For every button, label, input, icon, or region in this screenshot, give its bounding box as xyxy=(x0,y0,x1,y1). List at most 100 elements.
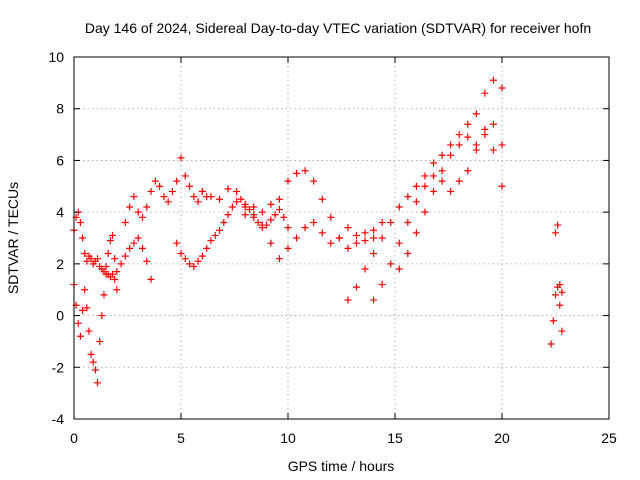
y-tick-label: 8 xyxy=(56,101,64,117)
data-point xyxy=(472,110,480,118)
data-point xyxy=(138,213,146,221)
data-point xyxy=(168,187,176,195)
data-point xyxy=(464,167,472,175)
data-point xyxy=(216,195,224,203)
y-tick-label: 2 xyxy=(56,256,64,272)
x-tick-label: 0 xyxy=(70,430,78,446)
data-point xyxy=(310,177,318,185)
data-point xyxy=(267,216,275,224)
data-point xyxy=(121,218,129,226)
data-point xyxy=(156,182,164,190)
data-point xyxy=(194,198,202,206)
data-point xyxy=(481,131,489,139)
data-point xyxy=(177,250,185,258)
series-arc-afternoon-c xyxy=(395,120,506,273)
data-point xyxy=(198,252,206,260)
y-tick-label: 6 xyxy=(56,152,64,168)
x-axis-label: GPS time / hours xyxy=(288,458,395,474)
data-point xyxy=(138,244,146,252)
data-point xyxy=(100,291,108,299)
data-point xyxy=(94,379,102,387)
data-point xyxy=(190,193,198,201)
data-point xyxy=(361,229,369,237)
grid-lines xyxy=(74,57,609,419)
data-point xyxy=(370,234,378,242)
data-point xyxy=(464,120,472,128)
x-tick-label: 15 xyxy=(387,430,403,446)
data-point xyxy=(198,187,206,195)
data-point xyxy=(430,159,438,167)
data-point xyxy=(224,185,232,193)
data-point xyxy=(267,200,275,208)
x-tick-label: 20 xyxy=(494,430,510,446)
data-point xyxy=(344,224,352,232)
y-tick-label: -2 xyxy=(52,359,65,375)
data-point xyxy=(284,244,292,252)
data-point xyxy=(173,239,181,247)
data-point xyxy=(96,337,104,345)
data-point xyxy=(102,262,110,270)
data-point xyxy=(438,177,446,185)
data-point xyxy=(113,268,121,276)
data-point xyxy=(455,177,463,185)
data-point xyxy=(361,237,369,245)
data-point xyxy=(220,218,228,226)
series-arc-afternoon-a xyxy=(344,76,506,304)
data-point xyxy=(121,252,129,260)
data-point xyxy=(552,229,559,237)
data-point xyxy=(211,231,219,239)
data-point xyxy=(194,257,202,265)
data-point xyxy=(254,218,262,226)
data-point xyxy=(76,332,84,340)
data-point xyxy=(275,195,283,203)
data-point xyxy=(83,257,91,265)
data-point xyxy=(438,151,446,159)
data-point xyxy=(151,177,159,185)
data-point xyxy=(455,141,463,149)
data-point xyxy=(301,167,309,175)
data-point xyxy=(94,255,102,263)
data-point xyxy=(472,146,480,154)
data-point xyxy=(412,198,420,206)
data-point xyxy=(421,172,429,180)
data-point xyxy=(552,291,559,299)
data-point xyxy=(81,250,89,258)
data-point xyxy=(395,239,403,247)
data-point xyxy=(327,213,335,221)
data-point xyxy=(113,286,121,294)
y-tick-label: 4 xyxy=(56,204,64,220)
data-point xyxy=(100,268,108,276)
data-point xyxy=(404,193,412,201)
data-point xyxy=(143,257,151,265)
data-points xyxy=(70,76,566,387)
chart-title: Day 146 of 2024, Sidereal Day-to-day VTE… xyxy=(85,20,591,36)
data-point xyxy=(370,226,378,234)
data-point xyxy=(558,327,566,335)
data-point xyxy=(237,195,245,203)
data-point xyxy=(190,262,198,270)
data-point xyxy=(335,234,343,242)
data-point xyxy=(250,203,258,211)
data-point xyxy=(280,213,288,221)
data-point xyxy=(447,151,455,159)
data-point xyxy=(87,255,95,263)
series-arc-midday-a xyxy=(173,195,292,270)
series-arc-evening xyxy=(547,221,566,348)
data-point xyxy=(412,229,420,237)
data-point xyxy=(76,218,84,226)
y-tick-label: 10 xyxy=(48,49,64,65)
data-point xyxy=(130,193,138,201)
data-point xyxy=(318,195,326,203)
data-point xyxy=(438,167,446,175)
data-point xyxy=(85,327,93,335)
data-point xyxy=(160,193,168,201)
y-tick-label: 0 xyxy=(56,308,64,324)
data-point xyxy=(250,211,258,219)
data-point xyxy=(241,203,249,211)
data-point xyxy=(245,206,253,214)
data-point xyxy=(293,169,301,177)
y-axis-label: SDTVAR / TECUs xyxy=(5,182,21,294)
data-point xyxy=(241,211,249,219)
data-point xyxy=(275,206,283,214)
